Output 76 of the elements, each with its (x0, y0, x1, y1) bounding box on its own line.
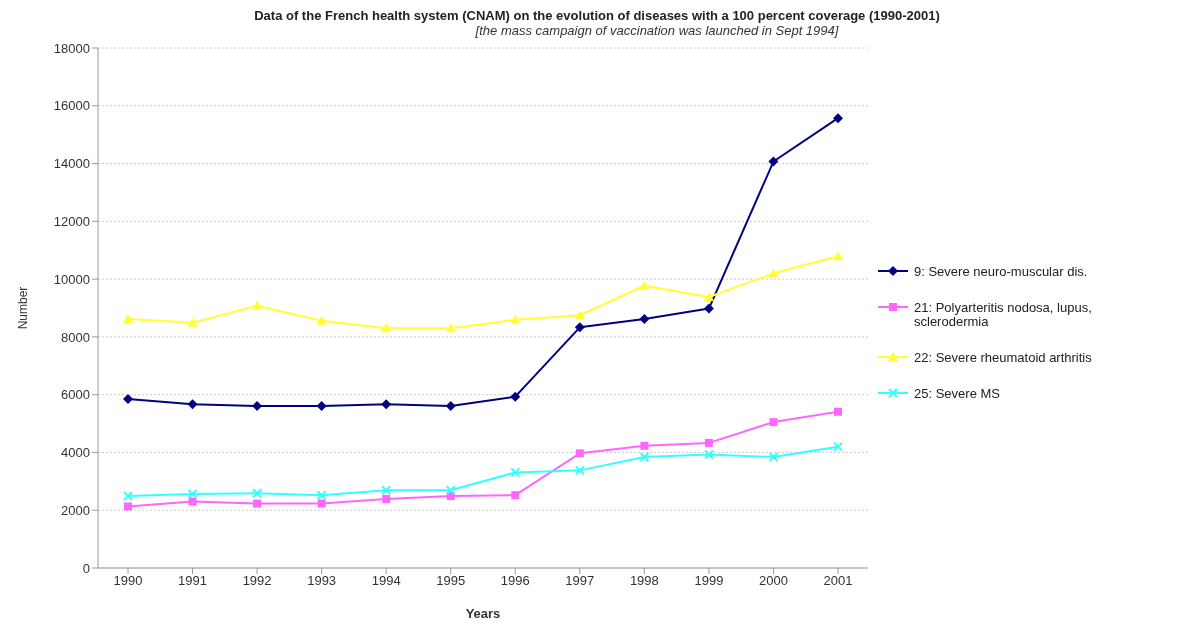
x-tick-label: 1996 (500, 573, 530, 589)
point (833, 113, 843, 124)
point (253, 499, 262, 508)
point (575, 449, 584, 458)
point (445, 400, 456, 411)
point (703, 303, 714, 314)
point (187, 399, 198, 410)
point (833, 251, 843, 261)
point (704, 438, 713, 447)
x-tick-label: 1990 (113, 573, 143, 589)
point (639, 280, 650, 290)
y-tick-label: 0 (82, 560, 90, 576)
point (252, 488, 263, 499)
legend-label: 22: Severe rheumatoid arthritis (914, 350, 1092, 365)
point (574, 322, 585, 333)
y-tick-label: 2000 (61, 502, 90, 518)
y-tick-label: 16000 (53, 98, 90, 114)
point (187, 317, 198, 327)
point (445, 485, 456, 496)
point (833, 441, 843, 452)
y-tick-label: 6000 (61, 387, 90, 403)
point (124, 502, 132, 511)
x-tick-label: 1998 (629, 573, 659, 589)
point (123, 394, 133, 404)
point (511, 491, 520, 500)
point (768, 268, 779, 278)
point (381, 399, 392, 410)
point (769, 418, 778, 427)
y-tick-label: 10000 (53, 271, 90, 287)
y-tick-label: 8000 (61, 329, 90, 345)
point (316, 490, 327, 501)
y-tick-label: 4000 (61, 445, 90, 461)
legend-label: 9: Severe neuro-muscular dis. (914, 264, 1088, 279)
point (510, 314, 521, 324)
x-tick-label: 2000 (758, 573, 788, 589)
point (252, 300, 263, 310)
point (574, 465, 585, 476)
point (639, 313, 650, 324)
point (445, 323, 456, 333)
point (381, 485, 392, 496)
x-tick-label: 1994 (371, 573, 401, 589)
point (382, 494, 391, 503)
x-tick-label: 1999 (694, 573, 724, 589)
y-tick-label: 14000 (53, 156, 90, 172)
x-tick-label: 2001 (823, 573, 853, 589)
point (640, 441, 649, 450)
legend-label: 21: Polyarteritis nodosa, lupus, sclerodermia (914, 300, 1093, 329)
point (317, 499, 326, 508)
x-tick-label: 1995 (436, 573, 466, 589)
point (510, 467, 521, 478)
x-tick-label: 1997 (565, 573, 595, 589)
point (768, 452, 779, 463)
legend-label: 25: Severe MS (914, 386, 1000, 401)
x-axis-title: Years (465, 606, 501, 621)
point (639, 452, 650, 463)
point (834, 407, 842, 416)
point (316, 400, 327, 411)
point (768, 156, 779, 167)
chart-subtitle: [the mass campaign of vaccination was launched in Sept 1994] (474, 23, 840, 38)
chart-title: Data of the French health system (CNAM) on the evolution of diseases with a 100 percent coverage (1990-2001) (253, 8, 941, 23)
point (123, 491, 133, 502)
point (188, 497, 197, 506)
y-tick-label: 18000 (53, 40, 90, 56)
x-tick-label: 1992 (242, 573, 272, 589)
y-tick-label: 12000 (53, 213, 90, 229)
point (574, 310, 585, 320)
x-tick-label: 1993 (307, 573, 337, 589)
point (187, 489, 198, 500)
point (123, 313, 133, 323)
point (316, 315, 327, 325)
point (381, 323, 392, 333)
point (703, 449, 714, 460)
point (510, 391, 521, 402)
point (703, 292, 714, 302)
x-tick-label: 1991 (178, 573, 208, 589)
y-axis-title: Number (16, 286, 31, 330)
